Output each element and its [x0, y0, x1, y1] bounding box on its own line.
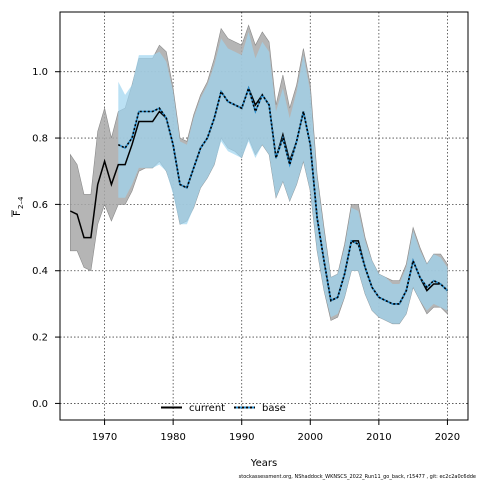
y-tick-label-0.0: 0.0 [32, 399, 48, 410]
y-tick-label-0.8: 0.8 [32, 134, 48, 145]
series-lines [69, 85, 448, 305]
footer-text: stockassessment.org, NShaddock_WKNSCS_20… [239, 474, 476, 480]
y-tick-label-1.0: 1.0 [32, 67, 48, 78]
x-tick-label-2000: 2000 [298, 432, 323, 443]
base-confidence-band [118, 31, 448, 324]
x-tick-label-1970: 1970 [92, 432, 117, 443]
y-tick-label-0.6: 0.6 [32, 200, 48, 211]
x-tick-label-1980: 1980 [160, 432, 185, 443]
y-axis-title-subscript: 2–4 [17, 196, 25, 209]
x-tick-label-1990: 1990 [229, 432, 254, 443]
legend-base-label: base [262, 403, 286, 414]
y-axis-title-main: F [12, 210, 23, 216]
x-tick-label-2010: 2010 [366, 432, 391, 443]
y-axis-title: F 2–4 [11, 196, 25, 217]
legend-current-label: current [189, 403, 225, 414]
y-tick-label-0.4: 0.4 [32, 266, 48, 277]
axis-ticks: 1970 1980 1990 2000 2010 2020 0.0 0.2 0.4 0.6 0.8 1… [32, 67, 460, 443]
base-series-line [117, 85, 448, 305]
plot-frame [59, 11, 469, 421]
y-tick-label-0.2: 0.2 [32, 333, 48, 344]
legend: current base [161, 403, 286, 414]
x-tick-label-2020: 2020 [435, 432, 460, 443]
confidence-bands [70, 24, 448, 325]
x-axis-title: Years [250, 458, 277, 469]
